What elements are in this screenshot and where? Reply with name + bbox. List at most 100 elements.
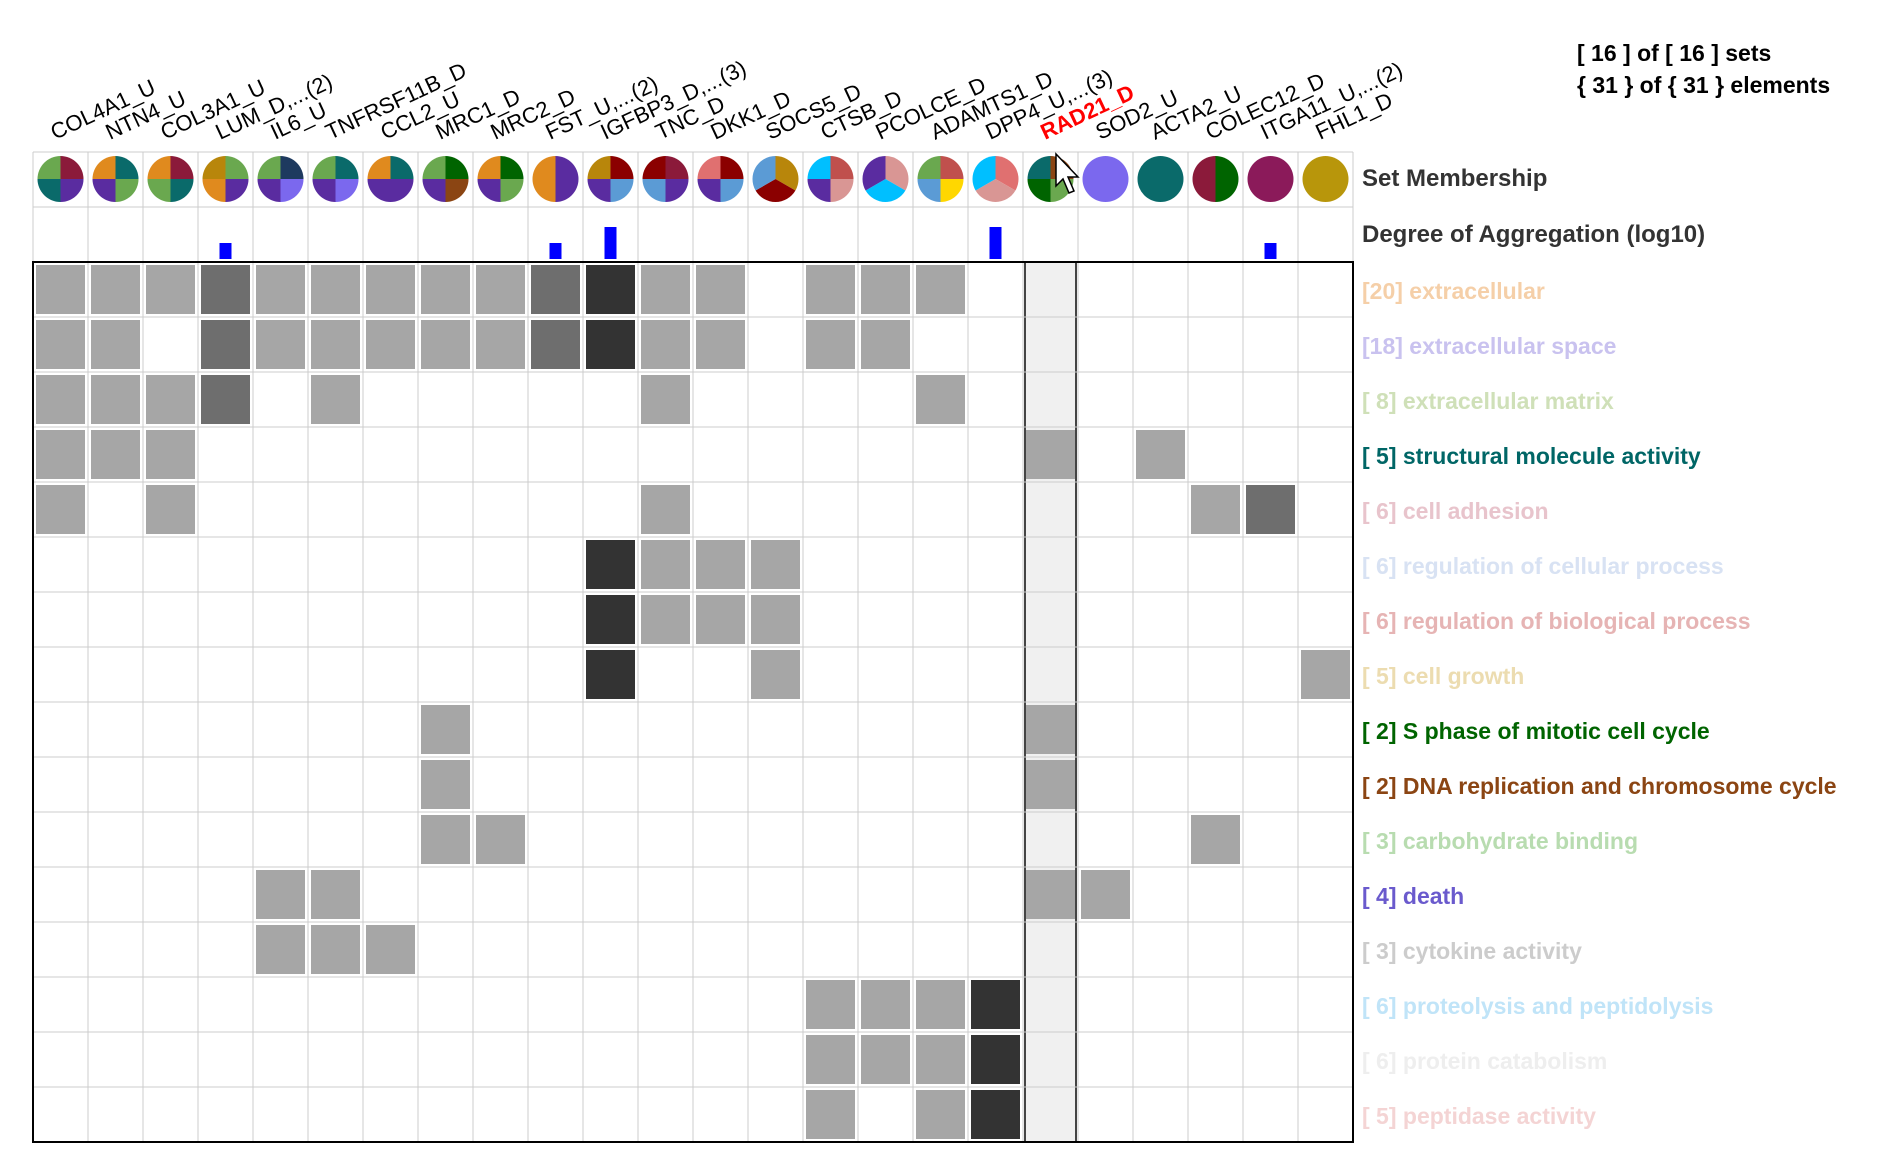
membership-cell[interactable] — [421, 705, 470, 754]
set-membership-pie[interactable] — [367, 156, 414, 202]
membership-cell[interactable] — [146, 375, 195, 424]
set-label[interactable]: [ 4] death — [1362, 883, 1464, 909]
membership-cell[interactable] — [1026, 705, 1075, 754]
membership-cell[interactable] — [806, 980, 855, 1029]
membership-cell[interactable] — [696, 320, 745, 369]
set-membership-pie[interactable] — [532, 156, 579, 202]
membership-cell[interactable] — [1191, 815, 1240, 864]
membership-cell[interactable] — [91, 320, 140, 369]
set-membership-pie[interactable] — [972, 156, 1019, 203]
membership-cell[interactable] — [366, 320, 415, 369]
set-membership-pie[interactable] — [862, 156, 909, 202]
set-membership-pie[interactable] — [202, 156, 249, 202]
membership-cell[interactable] — [311, 320, 360, 369]
set-membership-pie[interactable] — [147, 156, 194, 202]
membership-cell[interactable] — [36, 320, 85, 369]
set-label[interactable]: [ 3] cytokine activity — [1362, 938, 1582, 964]
membership-cell[interactable] — [751, 650, 800, 699]
membership-cell[interactable] — [311, 925, 360, 974]
membership-cell[interactable] — [641, 540, 690, 589]
set-label[interactable]: [ 3] carbohydrate binding — [1362, 828, 1638, 854]
set-membership-pie[interactable] — [257, 156, 304, 202]
set-membership-pie[interactable] — [807, 156, 854, 202]
membership-cell[interactable] — [696, 595, 745, 644]
membership-cell[interactable] — [421, 265, 470, 314]
set-membership-pie[interactable] — [1082, 156, 1129, 202]
membership-cell[interactable] — [1026, 430, 1075, 479]
membership-cell[interactable] — [806, 320, 855, 369]
set-membership-pie[interactable] — [587, 156, 634, 202]
set-membership-pie[interactable] — [422, 156, 469, 202]
membership-cell[interactable] — [311, 375, 360, 424]
membership-cell[interactable] — [36, 485, 85, 534]
membership-cell[interactable] — [971, 1090, 1020, 1139]
membership-cell[interactable] — [916, 980, 965, 1029]
set-membership-pie[interactable] — [1192, 156, 1239, 202]
membership-cell[interactable] — [311, 265, 360, 314]
membership-cell[interactable] — [916, 1035, 965, 1084]
membership-cell[interactable] — [531, 265, 580, 314]
membership-cell[interactable] — [476, 265, 525, 314]
set-membership-pie[interactable] — [92, 156, 139, 202]
membership-cell[interactable] — [586, 320, 635, 369]
membership-cell[interactable] — [421, 320, 470, 369]
membership-cell[interactable] — [531, 320, 580, 369]
membership-cell[interactable] — [91, 265, 140, 314]
membership-cell[interactable] — [806, 265, 855, 314]
membership-cell[interactable] — [971, 1035, 1020, 1084]
set-label[interactable]: [ 5] structural molecule activity — [1362, 443, 1701, 469]
membership-cell[interactable] — [806, 1035, 855, 1084]
membership-cell[interactable] — [1191, 485, 1240, 534]
membership-cell[interactable] — [146, 430, 195, 479]
membership-cell[interactable] — [201, 265, 250, 314]
membership-cell[interactable] — [36, 375, 85, 424]
membership-cell[interactable] — [476, 320, 525, 369]
membership-cell[interactable] — [201, 375, 250, 424]
set-membership-pie[interactable] — [1247, 156, 1294, 202]
set-membership-pie[interactable] — [1137, 156, 1184, 202]
membership-cell[interactable] — [476, 815, 525, 864]
membership-cell[interactable] — [256, 925, 305, 974]
set-label[interactable]: [ 6] cell adhesion — [1362, 498, 1549, 524]
membership-cell[interactable] — [641, 485, 690, 534]
membership-cell[interactable] — [256, 265, 305, 314]
set-label[interactable]: [ 6] regulation of cellular process — [1362, 553, 1724, 579]
membership-cell[interactable] — [806, 1090, 855, 1139]
membership-cell[interactable] — [861, 1035, 910, 1084]
set-label[interactable]: [18] extracellular space — [1362, 333, 1616, 359]
set-label[interactable]: [ 2] DNA replication and chromosome cycl… — [1362, 773, 1837, 799]
membership-cell[interactable] — [751, 540, 800, 589]
set-label[interactable]: [20] extracellular — [1362, 278, 1545, 304]
membership-cell[interactable] — [201, 320, 250, 369]
membership-cell[interactable] — [641, 265, 690, 314]
set-label[interactable]: [ 6] regulation of biological process — [1362, 608, 1751, 634]
set-membership-pie[interactable] — [752, 156, 799, 202]
set-label[interactable]: [ 5] peptidase activity — [1362, 1103, 1596, 1129]
membership-cell[interactable] — [36, 265, 85, 314]
membership-cell[interactable] — [311, 870, 360, 919]
membership-cell[interactable] — [146, 265, 195, 314]
set-membership-pie[interactable] — [312, 156, 359, 202]
membership-cell[interactable] — [256, 320, 305, 369]
set-membership-pie[interactable] — [917, 156, 964, 202]
membership-cell[interactable] — [421, 815, 470, 864]
set-membership-pie[interactable] — [642, 156, 689, 202]
membership-cell[interactable] — [916, 265, 965, 314]
set-label[interactable]: [ 6] protein catabolism — [1362, 1048, 1607, 1074]
membership-cell[interactable] — [366, 265, 415, 314]
set-membership-pie[interactable] — [697, 156, 744, 202]
membership-cell[interactable] — [641, 320, 690, 369]
membership-cell[interactable] — [1026, 870, 1075, 919]
membership-cell[interactable] — [146, 485, 195, 534]
membership-cell[interactable] — [861, 265, 910, 314]
membership-cell[interactable] — [696, 265, 745, 314]
membership-cell[interactable] — [1246, 485, 1295, 534]
set-membership-pie[interactable] — [477, 156, 524, 202]
membership-cell[interactable] — [696, 540, 745, 589]
set-label[interactable]: [ 2] S phase of mitotic cell cycle — [1362, 718, 1710, 744]
membership-cell[interactable] — [971, 980, 1020, 1029]
membership-cell[interactable] — [916, 375, 965, 424]
set-membership-pie[interactable] — [37, 156, 84, 202]
membership-cell[interactable] — [256, 870, 305, 919]
membership-cell[interactable] — [421, 760, 470, 809]
